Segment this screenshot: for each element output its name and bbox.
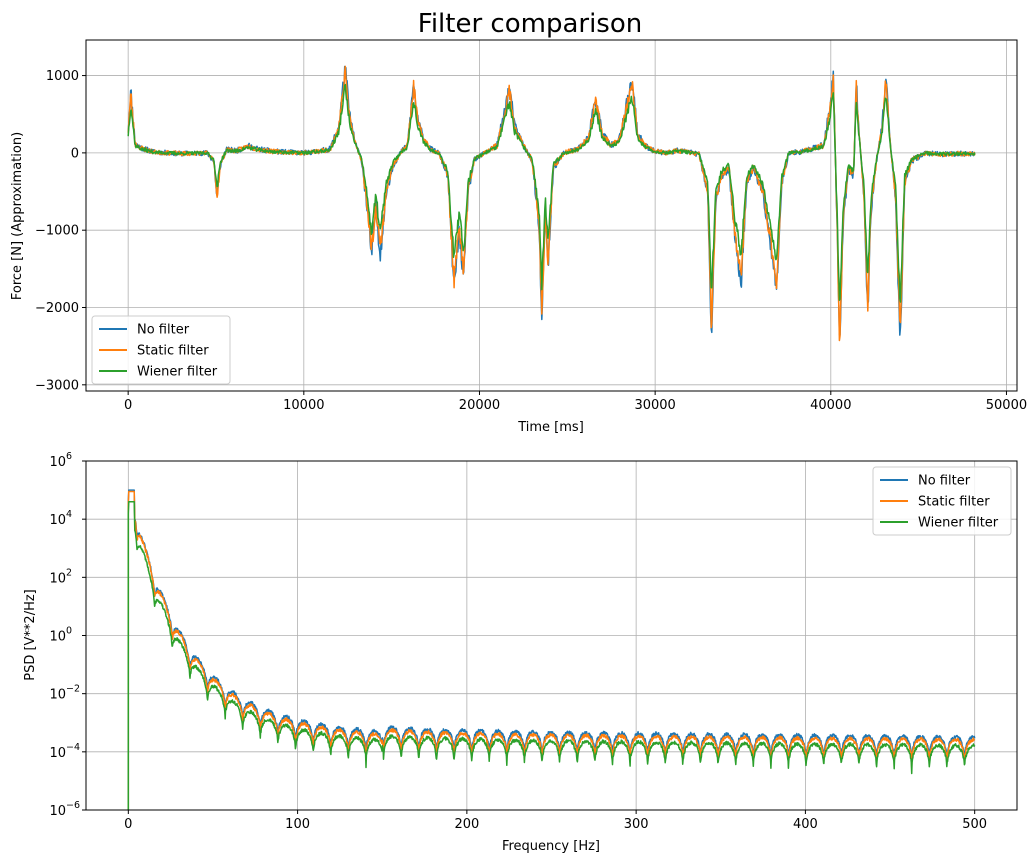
chart1-x-tick-label: 30000	[634, 398, 675, 413]
chart1-y-axis-label: Force [N] (Approximation)	[10, 132, 25, 300]
chart1-x-tick-label: 0	[124, 398, 132, 413]
chart2-series-line-1	[127, 490, 976, 810]
chart2-y-tick-exponent: −6	[66, 800, 80, 811]
chart-time-domain: Filter comparison 0 10000 20000 30000 40000 5…	[10, 9, 1027, 435]
chart2-series-line-0	[127, 489, 976, 810]
chart2-series-lines	[127, 489, 976, 810]
chart2-series-line-2	[127, 500, 976, 810]
chart1-legend-label: Static filter	[137, 344, 209, 359]
chart2-y-tick-exponent: 2	[66, 567, 72, 578]
chart2-legend-label: Static filter	[918, 495, 990, 510]
chart2-legend-box	[872, 466, 1012, 536]
chart2-y-tick-base: 10	[49, 688, 66, 703]
chart2-legend-label: No filter	[918, 474, 971, 489]
chart2-x-tick-label: 300	[624, 817, 649, 832]
chart1-plot-frame	[85, 39, 1018, 392]
chart2-x-tick-label: 400	[793, 817, 818, 832]
chart2-x-tick-label: 500	[962, 817, 987, 832]
chart1-legend-label: No filter	[137, 323, 190, 338]
chart-title: Filter comparison	[418, 9, 642, 39]
chart1-x-ticks: 0 10000 20000 30000 40000 50000	[124, 391, 1027, 413]
chart1-y-tick-label: 1000	[46, 69, 79, 84]
chart2-grid	[86, 461, 1017, 810]
chart1-grid	[86, 40, 1017, 391]
chart1-legend: No filter Static filter Wiener filter	[91, 315, 231, 385]
chart1-y-tick-label: 0	[71, 146, 79, 161]
chart1-x-axis-label: Time [ms]	[517, 420, 584, 435]
chart2-y-tick-exponent: −2	[66, 684, 80, 695]
chart1-x-tick-label: 10000	[283, 398, 324, 413]
chart1-y-tick-label: −3000	[35, 378, 79, 393]
chart2-x-tick-label: 200	[454, 817, 479, 832]
chart1-series-line-2	[127, 83, 976, 303]
chart1-y-ticks: −3000 −2000 −1000 0 1000	[35, 69, 86, 393]
chart2-y-tick-base: 10	[49, 804, 66, 819]
chart2-x-ticks: 0 100 200 300 400 500	[124, 810, 987, 832]
chart2-y-tick-base: 10	[49, 513, 66, 528]
chart1-legend-box	[91, 315, 231, 385]
chart1-x-tick-label: 40000	[810, 398, 851, 413]
chart1-y-tick-label: −2000	[35, 301, 79, 316]
chart2-y-tick-base: 10	[49, 630, 66, 645]
chart2-x-axis-label: Frequency [Hz]	[502, 839, 600, 854]
chart1-y-tick-label: −1000	[35, 224, 79, 239]
chart1-x-tick-label: 50000	[986, 398, 1027, 413]
chart2-y-tick-base: 10	[49, 746, 66, 761]
chart2-y-tick-base: 10	[49, 455, 66, 470]
chart1-legend-label: Wiener filter	[137, 365, 218, 380]
chart2-y-tick-exponent: 4	[66, 509, 72, 520]
chart2-y-axis-label: PSD [V**2/Hz]	[23, 589, 38, 681]
chart2-y-tick-exponent: 0	[66, 626, 72, 637]
chart2-y-tick-exponent: −4	[66, 742, 80, 753]
chart2-legend: No filter Static filter Wiener filter	[872, 466, 1012, 536]
chart1-x-tick-label: 20000	[459, 398, 500, 413]
chart2-y-tick-base: 10	[49, 571, 66, 586]
chart2-x-tick-label: 0	[124, 817, 132, 832]
chart2-x-tick-label: 100	[285, 817, 310, 832]
chart2-legend-label: Wiener filter	[918, 516, 999, 531]
chart2-y-tick-exponent: 6	[66, 451, 72, 462]
chart1-series-lines	[127, 65, 976, 342]
